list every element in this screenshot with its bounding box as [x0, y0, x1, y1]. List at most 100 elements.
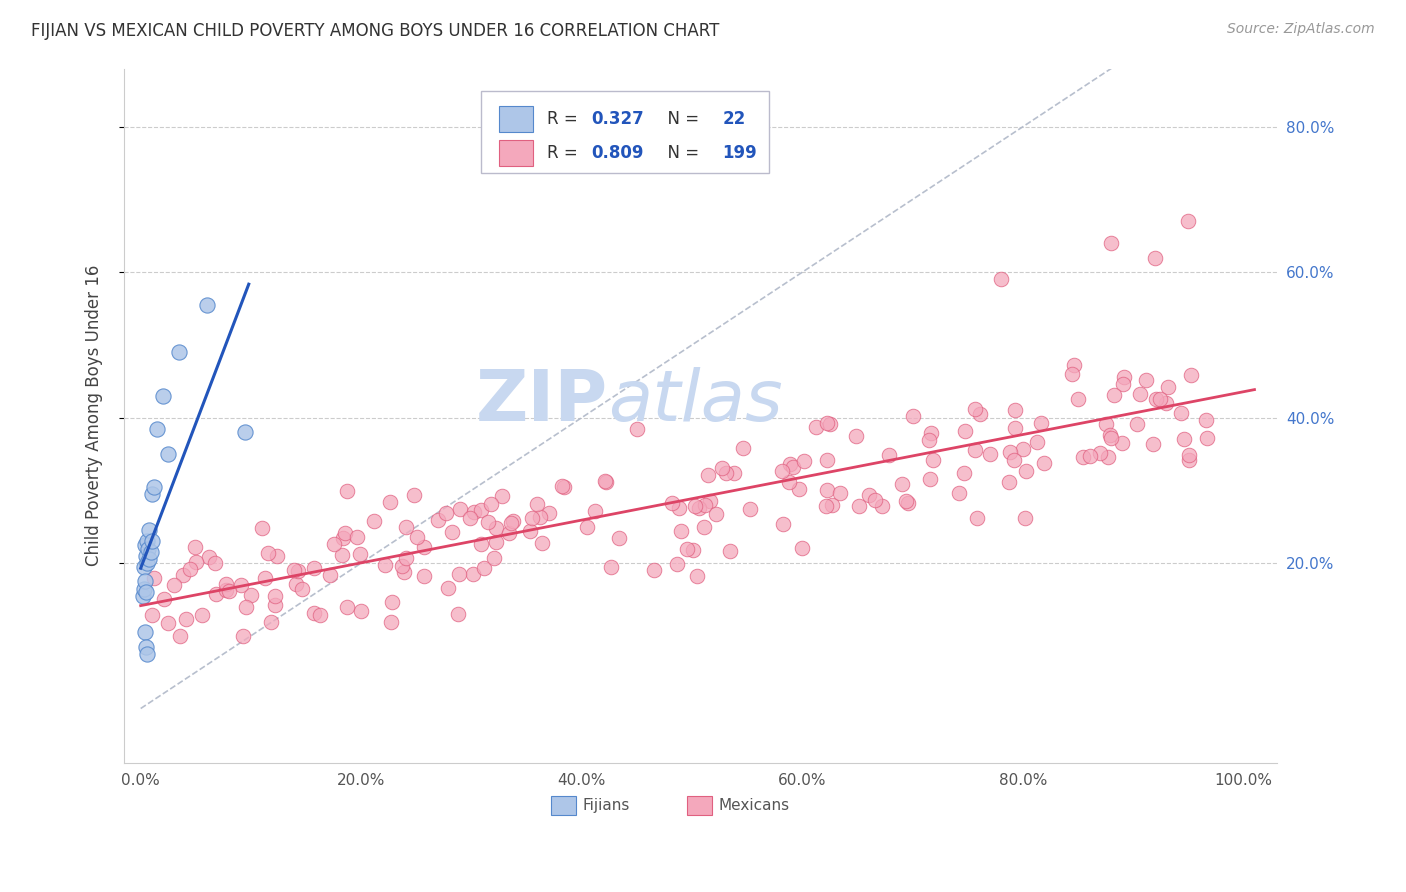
Point — [449, 501, 471, 516]
Point — [332, 531, 354, 545]
Point — [498, 526, 520, 541]
Point — [1126, 417, 1149, 431]
Point — [146, 421, 169, 435]
Point — [141, 487, 163, 501]
Point — [1033, 456, 1056, 470]
Bar — [499, 139, 533, 166]
Point — [723, 466, 745, 480]
Point — [291, 582, 314, 596]
Text: atlas: atlas — [609, 368, 783, 436]
Point — [1012, 442, 1035, 457]
Point — [1144, 392, 1167, 407]
Point — [870, 500, 893, 514]
Point — [197, 550, 219, 565]
Point — [285, 577, 308, 591]
Text: 199: 199 — [723, 144, 756, 161]
Point — [828, 486, 851, 500]
Point — [1000, 445, 1022, 459]
Point — [302, 560, 325, 574]
Point — [693, 520, 716, 534]
Point — [697, 467, 720, 482]
Point — [1180, 368, 1202, 383]
Point — [153, 592, 176, 607]
Point — [1063, 358, 1085, 372]
Point — [264, 589, 287, 603]
Point — [195, 298, 218, 312]
Point — [232, 629, 254, 643]
Point — [714, 466, 737, 480]
Point — [891, 477, 914, 491]
Point — [204, 556, 226, 570]
Point — [599, 560, 621, 574]
Point — [215, 577, 238, 591]
Point — [668, 500, 690, 515]
Point — [392, 566, 415, 580]
Point — [790, 541, 813, 556]
Point — [815, 499, 838, 513]
Point — [965, 442, 987, 457]
Point — [395, 550, 418, 565]
Point — [136, 556, 159, 570]
Point — [595, 475, 617, 489]
Point — [583, 504, 606, 518]
Point — [1178, 453, 1201, 467]
Y-axis label: Child Poverty Among Boys Under 16: Child Poverty Among Boys Under 16 — [86, 265, 103, 566]
Point — [184, 555, 207, 569]
Point — [1149, 392, 1171, 407]
Point — [815, 483, 838, 497]
Point — [169, 345, 191, 359]
Point — [132, 589, 155, 603]
Point — [139, 545, 162, 559]
Point — [695, 498, 717, 512]
Bar — [686, 796, 711, 815]
Point — [441, 524, 464, 539]
Point — [1177, 214, 1199, 228]
Point — [896, 496, 918, 510]
Point — [821, 498, 844, 512]
Text: R =: R = — [547, 110, 583, 128]
Point — [1157, 380, 1180, 394]
Point — [231, 578, 253, 592]
Point — [138, 541, 160, 556]
Text: FIJIAN VS MEXICAN CHILD POVERTY AMONG BOYS UNDER 16 CORRELATION CHART: FIJIAN VS MEXICAN CHILD POVERTY AMONG BO… — [31, 22, 720, 40]
Point — [135, 640, 157, 654]
Point — [381, 595, 404, 609]
Point — [406, 530, 429, 544]
Point — [162, 578, 184, 592]
Point — [266, 549, 288, 564]
Point — [205, 587, 228, 601]
Point — [218, 584, 240, 599]
Point — [287, 564, 309, 578]
Text: 22: 22 — [723, 110, 745, 128]
Point — [1060, 368, 1083, 382]
Point — [1078, 449, 1101, 463]
Point — [669, 524, 692, 538]
Point — [391, 559, 413, 574]
Point — [779, 457, 801, 471]
Point — [134, 538, 156, 552]
Point — [378, 495, 401, 509]
Point — [1173, 432, 1195, 446]
Point — [1088, 446, 1111, 460]
Point — [1197, 431, 1219, 445]
Point — [969, 407, 991, 421]
Point — [1095, 417, 1118, 432]
Point — [699, 493, 721, 508]
Point — [1099, 431, 1122, 445]
Point — [135, 585, 157, 599]
Point — [626, 421, 648, 435]
Point — [437, 581, 460, 595]
Point — [134, 625, 156, 640]
Point — [136, 534, 159, 549]
Point — [138, 524, 160, 538]
Point — [404, 488, 426, 502]
Text: Mexicans: Mexicans — [718, 798, 790, 813]
Point — [235, 425, 257, 439]
Point — [666, 557, 689, 571]
Point — [965, 401, 987, 416]
Point — [979, 447, 1001, 461]
Point — [447, 607, 470, 621]
Text: Fijians: Fijians — [583, 798, 630, 813]
Point — [157, 615, 180, 630]
Point — [434, 506, 457, 520]
